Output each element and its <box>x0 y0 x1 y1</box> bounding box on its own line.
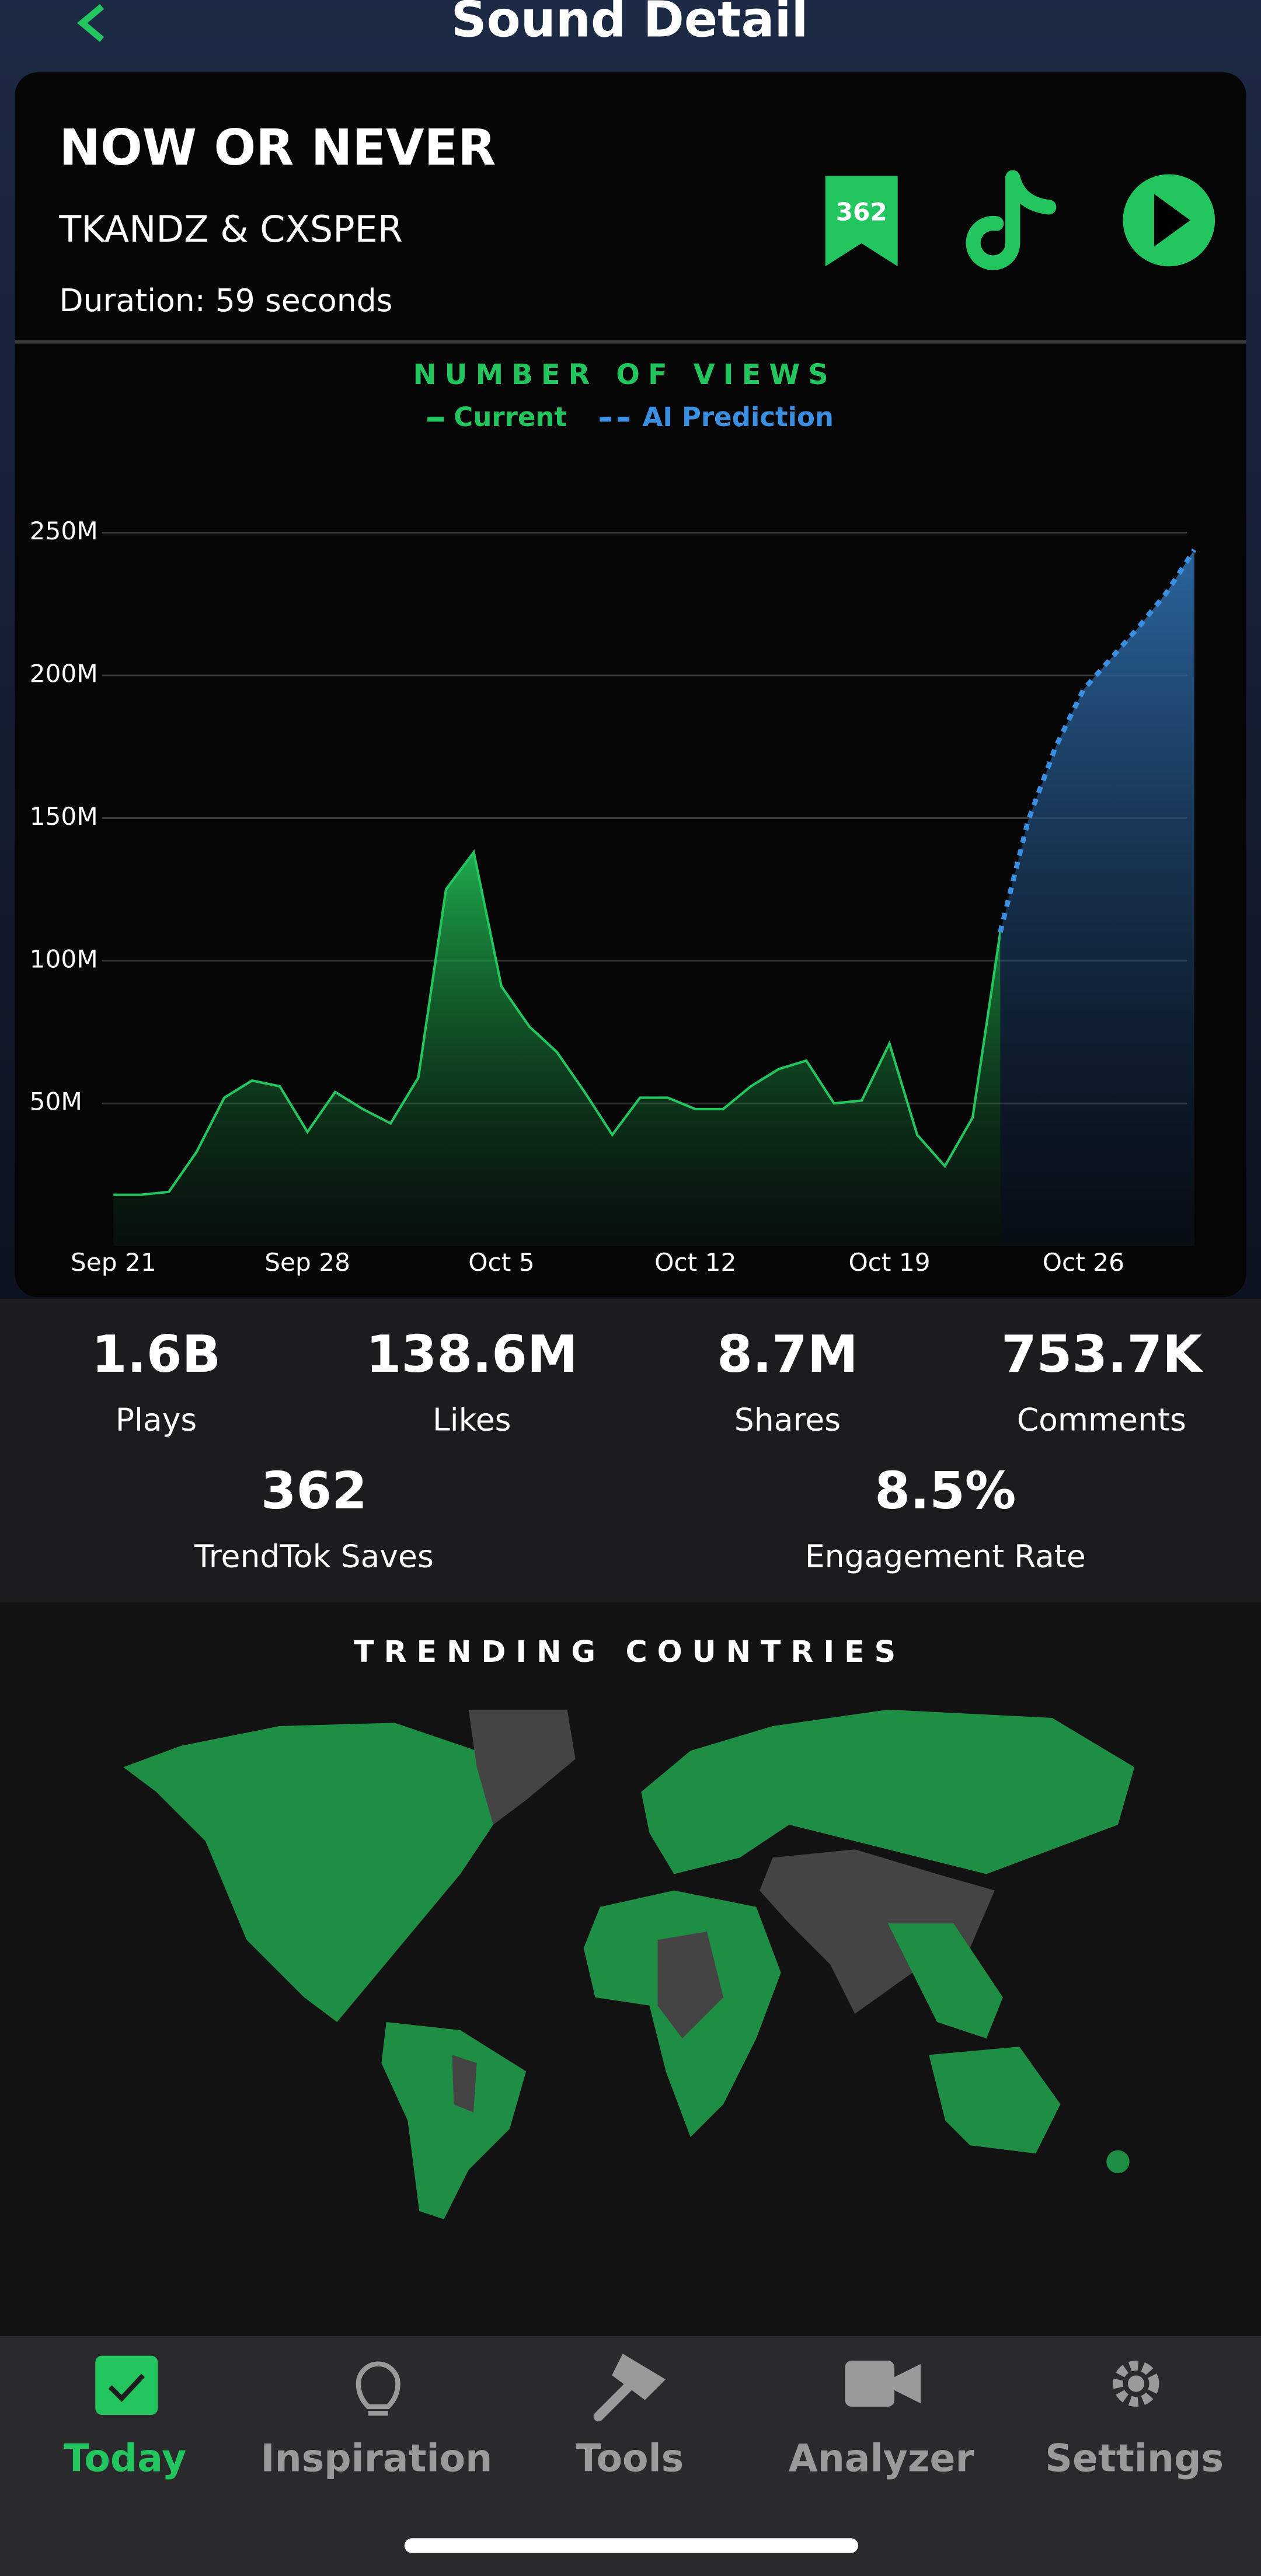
legend-label: AI Prediction <box>643 402 834 433</box>
save-badge[interactable] <box>825 176 898 267</box>
play-icon <box>1154 194 1190 247</box>
series-line <box>113 849 1002 1196</box>
stat-label: Likes <box>433 1402 511 1438</box>
sound-duration: Duration: 59 seconds <box>59 282 392 319</box>
nav-labels: Today Inspiration Tools Analyzer Settings <box>64 2436 1224 2480</box>
back-button[interactable] <box>77 4 104 42</box>
stat-label: Shares <box>734 1402 841 1438</box>
y-tick-label: 200M <box>30 659 98 688</box>
stat-label: TrendTok Saves <box>194 1538 434 1574</box>
sound-title: NOW OR NEVER <box>59 119 496 176</box>
chart-title: NUMBER OF VIEWS <box>413 359 836 391</box>
world-map <box>123 1709 1135 2219</box>
save-count: 362 <box>836 198 887 226</box>
nav-label[interactable]: Today <box>64 2436 186 2480</box>
area-fill <box>1000 549 1194 1246</box>
screen-title: Sound Detail <box>451 0 809 48</box>
stats: 1.6B Plays 138.6M Likes 8.7M Shares 753.7K Comm… <box>92 1324 1204 1574</box>
stat-label: Plays <box>116 1402 197 1438</box>
sound-artist: TKANDZ & CXSPER <box>58 208 402 250</box>
stat-label: Comments <box>1017 1402 1186 1438</box>
area-fill <box>113 852 1001 1246</box>
views-chart: Current AI Prediction 50M 100M 150M 200M 250M S… <box>30 402 1197 1277</box>
nav-icons <box>95 2354 1159 2422</box>
nav-label[interactable]: Analyzer <box>789 2436 974 2480</box>
x-tick-label: Oct 19 <box>848 1248 930 1277</box>
nav-label[interactable]: Inspiration <box>261 2436 493 2480</box>
sound-card <box>15 72 1246 1297</box>
tiktok-button[interactable] <box>966 170 1057 270</box>
stats-panel <box>0 1298 1261 1603</box>
y-tick-label: 150M <box>30 802 98 831</box>
y-tick-label: 50M <box>30 1087 82 1116</box>
y-tick-label: 100M <box>30 944 98 973</box>
series-line <box>998 548 1197 933</box>
stat-label: Engagement Rate <box>805 1538 1086 1574</box>
x-tick-label: Oct 5 <box>468 1248 534 1277</box>
legend-label: Current <box>454 402 567 433</box>
stat-value: 362 <box>261 1461 367 1521</box>
x-tick-label: Sep 28 <box>264 1248 350 1277</box>
nav-label[interactable]: Settings <box>1045 2436 1224 2480</box>
y-tick-label: 250M <box>30 517 98 545</box>
stat-value: 1.6B <box>92 1324 221 1384</box>
stat-value: 8.7M <box>717 1324 858 1384</box>
x-tick-label: Oct 26 <box>1043 1248 1124 1277</box>
x-tick-label: Sep 21 <box>71 1248 156 1277</box>
stat-value: 8.5% <box>875 1461 1016 1521</box>
nav-label[interactable]: Tools <box>576 2436 684 2480</box>
x-tick-label: Oct 12 <box>654 1248 736 1277</box>
home-indicator <box>404 2538 859 2553</box>
stat-value: 753.7K <box>1001 1324 1204 1384</box>
stat-value: 138.6M <box>366 1324 578 1384</box>
countries-title: TRENDING COUNTRIES <box>354 1634 905 1669</box>
